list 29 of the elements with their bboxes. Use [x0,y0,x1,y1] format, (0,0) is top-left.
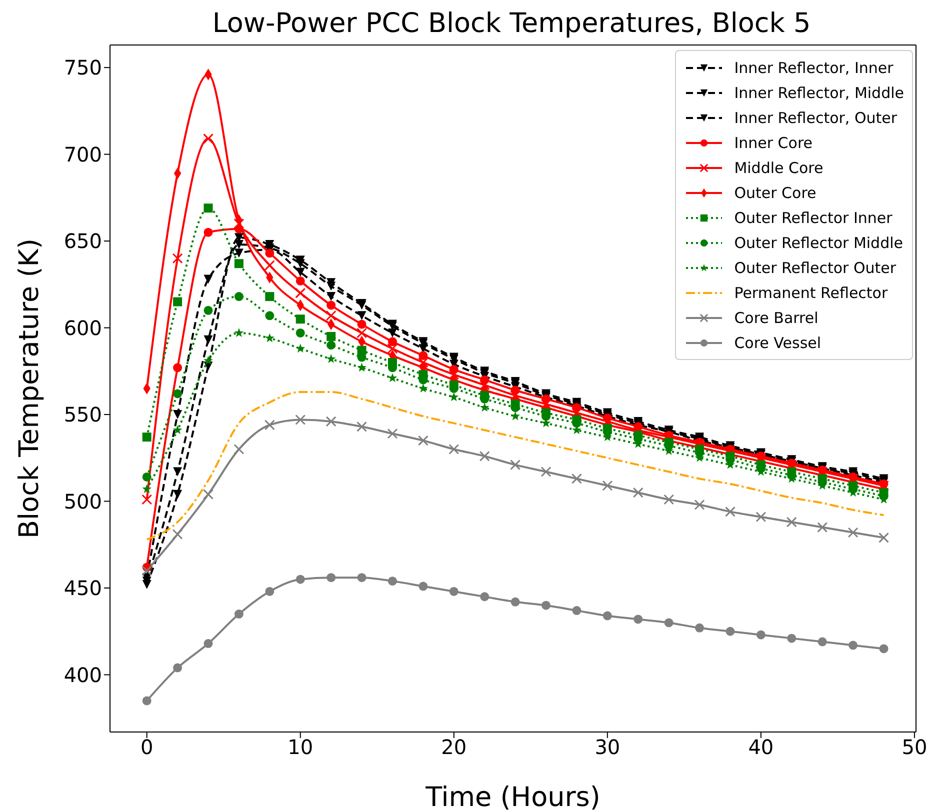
legend-label: Inner Reflector, Outer [734,108,898,126]
y-tick-label: 600 [64,316,102,340]
legend-label: Permanent Reflector [734,284,888,302]
y-tick-label: 750 [64,56,102,80]
legend-label: Outer Reflector Outer [734,258,896,276]
x-tick-label: 20 [441,735,467,760]
legend-label: Outer Core [734,184,816,202]
x-axis-title: Time (Hours) [424,782,600,812]
y-axis-title: Block Temperature (K) [14,238,45,538]
chart-title: Low-Power PCC Block Temperatures, Block 5 [211,8,812,41]
y-tick-label: 550 [64,402,102,427]
legend-label: Inner Reflector, Inner [734,58,894,76]
legend-label: Inner Core [734,134,813,152]
legend-label: Inner Reflector, Middle [734,84,904,102]
x-tick-label: 40 [748,735,774,760]
legend-label: Core Barrel [734,308,818,326]
y-tick-label: 400 [64,662,102,687]
y-tick-label: 700 [64,142,102,166]
x-tick-label: 30 [594,735,620,760]
legend-label: Outer Reflector Middle [734,234,903,252]
legend-label: Outer Reflector Inner [734,208,892,226]
x-tick-label: 0 [140,735,154,760]
legend-label: Core Vessel [734,334,822,352]
y-tick-label: 650 [64,229,102,254]
x-tick-label: 10 [288,735,314,760]
y-tick-label: 500 [64,489,102,514]
x-tick-label: 50 [902,735,928,760]
legend-label: Middle Core [734,158,824,176]
y-tick-label: 450 [64,576,102,600]
